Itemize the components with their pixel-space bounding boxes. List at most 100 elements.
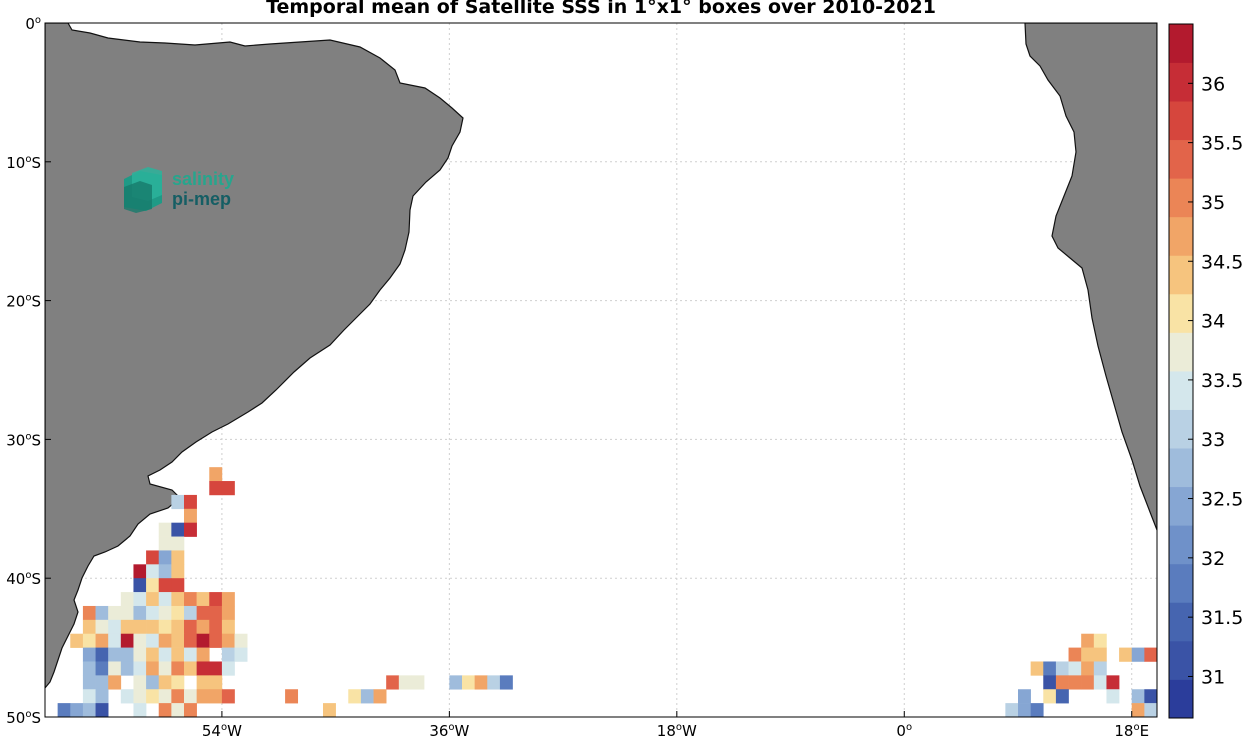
x-tick-label-0: 54oW [202,722,242,740]
sss-cell-10 [171,536,185,551]
sss-cell-51 [184,619,197,635]
sss-cell-84 [120,661,134,676]
sss-cell-166 [1131,647,1145,662]
sss-cell-68 [234,633,248,648]
sss-cell-114 [146,689,160,704]
sss-cell-135 [96,717,109,731]
sss-cell-157 [993,731,1006,740]
logo-cube-icon [124,167,162,213]
sss-cell-87 [158,661,172,676]
sss-cell-163 [1081,647,1095,662]
sss-cell-173 [1093,661,1107,676]
sss-cell-100 [196,675,210,690]
sss-cell-88 [171,661,185,676]
colorbar-band-10 [1169,293,1193,333]
sss-cell-190 [1144,703,1157,717]
x-tick-label-3: 0o [896,722,912,740]
sss-cell-57 [95,633,109,648]
sss-cell-171 [1068,661,1082,676]
sss-cell-111 [95,689,109,704]
sss-cell-22 [120,592,134,607]
y-tick-label-2: 20oS [6,293,41,311]
sss-cell-0 [209,467,223,482]
sss-cell-79 [221,647,235,662]
sss-cell-36 [146,605,160,621]
plot-frame [44,22,1158,718]
sss-cell-133 [323,703,336,717]
x-tick-label-1: 36oW [429,722,469,740]
sss-cell-54 [221,619,235,635]
sss-cell-74 [146,647,160,662]
sss-cell-2 [221,481,235,496]
sss-cell-9 [158,536,172,551]
colorbar-band-12 [1169,216,1193,256]
colorbar-band-16 [1169,62,1193,102]
sss-cell-131 [171,703,185,717]
sss-cell-188 [1030,703,1044,717]
sss-cell-123 [360,689,374,704]
sss-cell-28 [196,592,210,607]
sss-cell-26 [171,592,185,607]
sss-cell-107 [474,675,488,690]
colorbar-tick-label-6: 34 [1201,311,1225,333]
sss-cell-160 [1081,633,1095,648]
sss-cell-61 [146,633,160,648]
sss-cell-65 [196,633,210,648]
sss-cell-169 [1043,661,1057,676]
y-tick-label-5: 50oS [6,709,41,727]
sss-cell-67 [221,633,235,648]
salinity-pi-mep-logo: salinity pi-mep [122,165,252,221]
sss-cell-32 [95,605,109,621]
sss-cell-33 [108,605,122,621]
sss-cell-64 [184,633,197,648]
sss-cell-19 [146,578,160,593]
colorbar-band-17 [1169,24,1193,63]
sss-cell-58 [108,633,122,648]
sss-cell-41 [209,605,223,621]
sss-cell-154 [816,731,829,740]
sss-cell-52 [196,619,210,635]
sss-cell-99 [171,675,185,690]
sss-cell-18 [133,578,147,593]
sss-cell-46 [120,619,134,635]
sss-cell-165 [1119,647,1133,662]
sss-cell-48 [146,619,160,635]
sss-cell-122 [348,689,362,704]
sss-cell-162 [1068,647,1082,662]
sss-cell-149 [967,717,980,731]
colorbar-band-15 [1169,101,1193,141]
sss-cell-11 [146,550,160,565]
sss-cell-181 [1043,689,1057,704]
africa-land [1024,23,1157,531]
sss-cell-156 [980,731,993,740]
colorbar-band-5 [1169,486,1193,526]
sss-cell-53 [209,619,223,635]
colorbar-tick-label-10: 36 [1201,73,1225,95]
colorbar-band-9 [1169,332,1193,372]
sss-cell-183 [1106,689,1120,704]
sss-cell-113 [133,689,147,704]
sss-cell-94 [95,675,109,690]
sss-cell-8 [184,522,197,537]
sss-cell-37 [158,605,172,621]
y-axis-ticks: 0o 10oS 20oS 30oS 40oS 50oS [6,15,51,727]
sss-cell-180 [1018,689,1031,704]
sss-cell-15 [146,564,160,579]
colorbar-band-8 [1169,371,1193,410]
colorbar-band-7 [1169,409,1193,449]
sss-cell-145 [740,717,753,731]
sss-cell-153 [803,731,816,740]
sss-cell-175 [1055,675,1069,690]
sss-cell-129 [133,703,147,717]
colorbar-frame [1168,23,1194,719]
sss-cell-126 [70,703,84,717]
chart-title: Temporal mean of Satellite SSS in 1°x1° … [266,0,936,18]
colorbar-band-3 [1169,563,1193,603]
sss-cell-85 [133,661,147,676]
sss-cell-81 [82,661,96,676]
x-axis-ticks: 54oW 36oW 18oW 0o 18oE [202,711,1149,740]
sss-cell-132 [184,703,197,717]
sss-cell-168 [1030,661,1044,676]
colorbar-tick-label-0: 31 [1201,666,1225,688]
sss-cell-134 [58,717,71,731]
